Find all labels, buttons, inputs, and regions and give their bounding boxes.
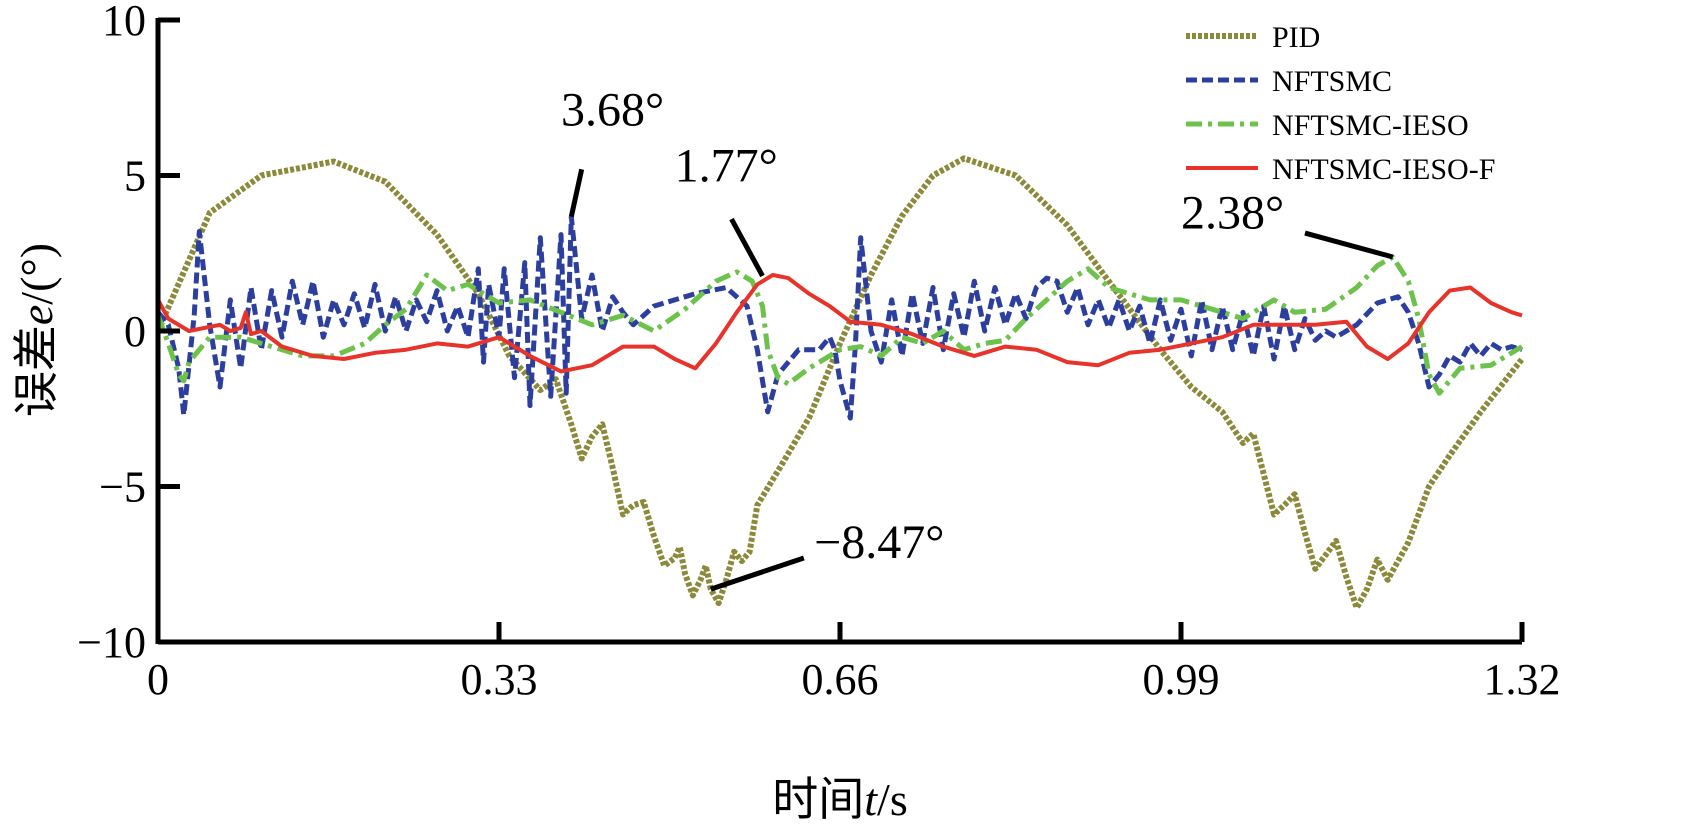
annotation-label: −8.47° xyxy=(814,516,944,569)
annotation-label: 2.38° xyxy=(1181,186,1284,239)
x-tick-label: 0 xyxy=(147,655,169,704)
y-tick-label: 0 xyxy=(124,307,146,356)
x-tick-label: 0.66 xyxy=(802,655,879,704)
x-tick-label: 0.33 xyxy=(461,655,538,704)
series-line-nftsmc-ieso xyxy=(155,254,1524,396)
annotation-label: 1.77° xyxy=(675,140,778,193)
series-line-pid xyxy=(155,155,1525,611)
legend: PID NFTSMC NFTSMC-IESO NFTSMC-IESO-F xyxy=(1186,21,1495,186)
ticks-layer: 0 0.33 0.66 0.99 1.32 −10 −5 0 5 10 xyxy=(77,0,1560,704)
legend-entry-label: PID xyxy=(1272,21,1320,54)
y-tick-label: 10 xyxy=(102,0,146,45)
annotation-layer: 3.68°1.77° −8.47° 2.38° xyxy=(561,84,1394,592)
legend-entry-label: NFTSMC-IESO xyxy=(1272,109,1469,142)
x-tick-label: 0.99 xyxy=(1143,655,1220,704)
annotation-label: 3.68° xyxy=(561,84,664,137)
y-axis-label: 误差e/(°) xyxy=(11,243,62,417)
y-tick-label: 5 xyxy=(124,152,146,201)
annotation-leader-line xyxy=(729,217,765,278)
annotation-leader-line xyxy=(568,168,585,218)
series-layer xyxy=(155,155,1525,611)
legend-entry-label: NFTSMC xyxy=(1272,65,1392,98)
series-line-nftsmc-ieso-f xyxy=(156,273,1523,374)
annotation-leader-line xyxy=(1304,230,1394,260)
legend-entry-label: NFTSMC-IESO-F xyxy=(1272,153,1495,186)
y-tick-label: −5 xyxy=(99,463,146,512)
x-axis-label: 时间t/s xyxy=(772,774,907,825)
x-tick-label: 1.32 xyxy=(1484,655,1561,704)
y-tick-label: −10 xyxy=(77,618,146,667)
annotation-leader-line xyxy=(710,555,805,592)
series-line-nftsmc xyxy=(156,214,1523,421)
